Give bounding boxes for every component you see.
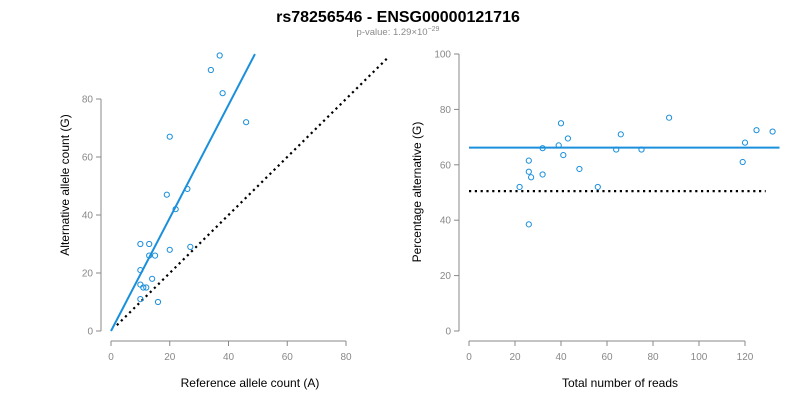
chart-subtitle: p-value: 1.29×10−29 [357,26,440,38]
data-point [539,171,546,178]
x-tick-label: 100 [691,352,708,363]
data-point [143,284,150,291]
data-point [137,240,144,248]
data-point [137,281,144,288]
data-point [166,133,173,140]
data-point [739,158,746,166]
p-value-text: p-value: 1.29×10 [357,27,428,38]
data-point [525,168,532,175]
data-point [151,252,159,259]
chart-title: rs78256546 - ENSG00000121716 [276,9,520,26]
data-point [613,146,620,153]
data-point [528,174,535,181]
data-point [154,298,162,306]
data-point [516,183,523,191]
x-tick-label: 20 [164,352,176,363]
y-tick-label: 40 [440,216,452,227]
data-point [525,221,532,228]
data-point [594,183,601,191]
y-tick-label: 60 [82,153,94,164]
data-point [753,127,760,134]
data-point [617,131,624,138]
data-point [187,243,194,250]
data-point [140,284,147,291]
y-tick-label: 60 [440,160,452,171]
data-point [557,120,565,127]
y-tick-label: 0 [87,327,93,338]
data-point [149,275,156,282]
data-point [560,152,567,159]
x-tick-label: 60 [282,352,294,363]
y-axis-label: Percentage alternative (G) [410,122,424,263]
data-point [172,206,179,213]
data-point [166,246,173,253]
data-point [137,296,144,303]
data-point [576,165,583,173]
y-tick-label: 100 [434,50,451,61]
data-point [539,145,546,152]
p-value-exponent: −29 [428,26,440,33]
data-point [555,142,562,149]
y-tick-label: 40 [82,211,94,222]
x-tick-label: 0 [108,352,114,363]
x-tick-label: 40 [223,352,235,363]
x-tick-label: 120 [737,352,754,363]
data-point [666,114,673,121]
data-point [163,191,170,198]
fit-line [110,53,256,332]
x-tick-label: 20 [509,352,521,363]
data-point [207,66,214,74]
y-tick-label: 0 [445,327,451,338]
x-tick-label: 60 [601,352,613,363]
data-point [525,157,532,164]
data-point [638,146,645,153]
data-point [146,240,153,248]
y-tick-label: 80 [82,95,94,106]
x-tick-label: 80 [340,352,352,363]
data-point [146,252,153,259]
allele-count-plot: Reference allele count (A) Alternative a… [58,52,388,390]
data-point [219,90,226,97]
data-point [741,139,749,146]
data-point [243,119,250,126]
x-tick-label: 40 [555,352,567,363]
data-point [769,128,776,135]
x-tick-label: 80 [647,352,659,363]
y-tick-label: 20 [440,271,452,282]
x-axis-label: Reference allele count (A) [181,376,320,390]
data-point [564,135,572,142]
data-point [216,52,223,59]
reference-line [116,57,388,326]
percentage-plot: Total number of reads Percentage alterna… [410,50,780,390]
data-point [137,267,144,274]
y-tick-label: 20 [82,269,94,280]
y-tick-label: 80 [440,105,452,116]
x-axis-label: Total number of reads [562,376,678,390]
y-axis-label: Alternative allele count (G) [58,114,72,255]
data-point [184,185,191,192]
x-tick-label: 0 [466,352,472,363]
